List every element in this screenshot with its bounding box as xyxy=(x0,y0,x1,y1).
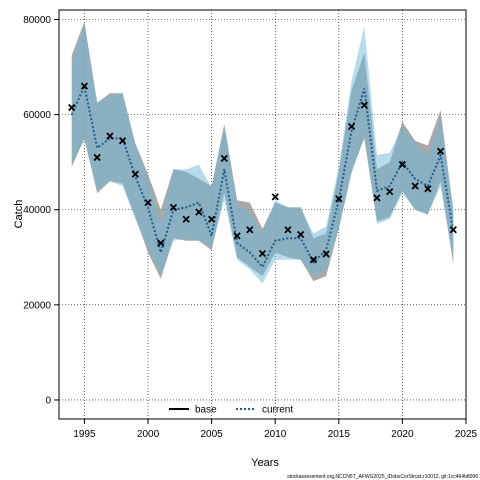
legend: base current xyxy=(169,405,293,416)
observed-catch-point xyxy=(436,147,445,155)
observed-catch-point xyxy=(195,208,203,216)
y-tick-label: 40000 xyxy=(23,205,51,216)
current-confidence-band xyxy=(71,24,454,284)
observed-catch-point xyxy=(246,226,254,234)
legend-base-label: base xyxy=(195,405,217,416)
y-tick-label: 0 xyxy=(45,395,51,406)
observed-catch-point xyxy=(424,185,432,193)
x-tick-label: 1995 xyxy=(73,429,96,440)
observed-catch-point xyxy=(220,154,228,163)
observed-catch-point xyxy=(93,153,101,162)
x-tick-label: 2010 xyxy=(264,429,287,440)
y-tick-label: 60000 xyxy=(23,110,51,121)
y-tick-label: 20000 xyxy=(23,300,51,311)
observed-catch-point xyxy=(373,194,381,202)
grid-lines xyxy=(59,10,467,419)
y-tick-label: 80000 xyxy=(23,15,51,26)
observed-catch-point xyxy=(284,226,292,234)
observed-catch-point xyxy=(322,250,330,258)
x-tick-label: 2025 xyxy=(455,429,478,440)
x-axis: 1995 2000 2005 2010 2015 2020 2025 xyxy=(73,419,478,440)
y-axis-label: Catch xyxy=(13,200,25,229)
observed-catch-point xyxy=(68,103,76,112)
y-axis: 0 20000 40000 60000 80000 xyxy=(23,15,59,406)
observed-catch-point xyxy=(335,195,343,203)
observed-catch-point xyxy=(118,137,127,145)
observed-catch-point xyxy=(347,122,356,131)
observed-catch-point xyxy=(207,215,216,223)
x-tick-label: 2005 xyxy=(201,429,224,440)
current-band xyxy=(71,24,454,284)
observed-catch-point xyxy=(360,101,368,109)
observed-catch-point xyxy=(398,160,407,169)
observed-catch-point xyxy=(271,193,279,201)
footer-credit: stockassessment.org,NCCN5T_AFWG2025_IDob… xyxy=(287,474,478,480)
x-tick-label: 2020 xyxy=(391,429,414,440)
observed-markers xyxy=(68,82,457,264)
observed-catch-point xyxy=(157,239,165,247)
x-axis-label: Years xyxy=(251,457,279,469)
observed-catch-point xyxy=(106,132,114,140)
x-tick-label: 2015 xyxy=(328,429,351,440)
legend-current-label: current xyxy=(262,405,293,416)
observed-catch-point xyxy=(131,170,139,178)
observed-catch-point xyxy=(297,230,305,239)
observed-catch-point xyxy=(309,256,318,264)
observed-catch-point xyxy=(80,82,89,90)
observed-catch-point xyxy=(233,232,241,240)
observed-catch-point xyxy=(144,198,152,207)
plot-frame xyxy=(58,9,467,420)
observed-catch-point xyxy=(449,226,457,234)
observed-catch-point xyxy=(169,203,178,212)
observed-catch-point xyxy=(411,182,419,190)
observed-catch-point xyxy=(182,215,190,223)
observed-catch-point xyxy=(386,188,394,196)
observed-catch-point xyxy=(258,249,267,258)
current-series-line xyxy=(70,82,455,269)
current-estimate-line xyxy=(70,82,455,269)
x-tick-label: 2000 xyxy=(137,429,160,440)
